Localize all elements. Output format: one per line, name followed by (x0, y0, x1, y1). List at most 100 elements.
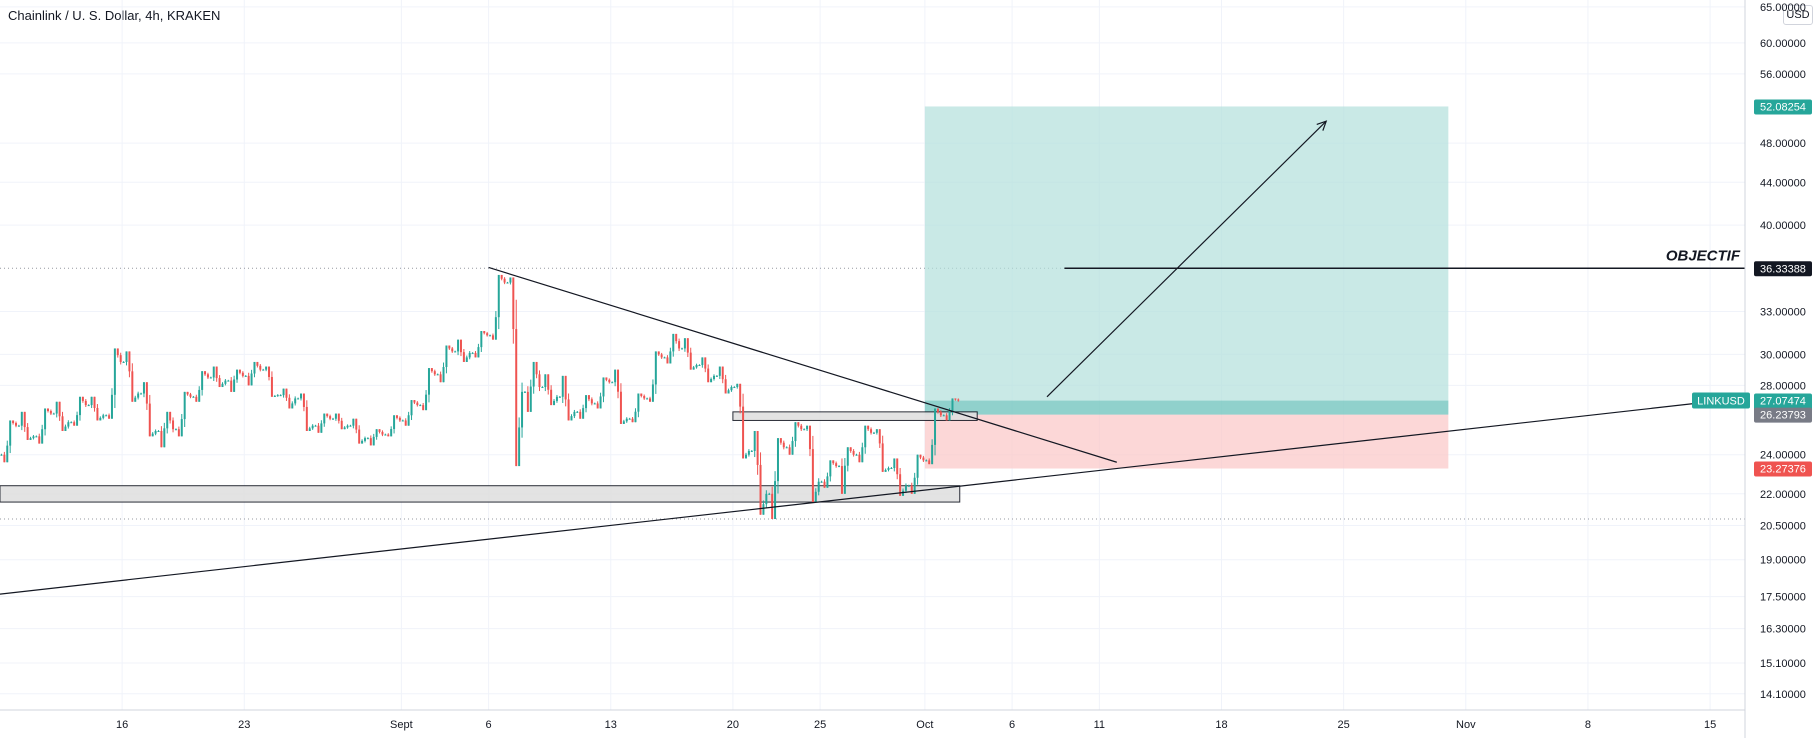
x-tick-label: Sept (390, 719, 413, 731)
resistance-zone (732, 411, 978, 421)
y-tick-label: 60.00000 (1760, 38, 1806, 50)
candle-body (576, 411, 579, 413)
candle-body (957, 399, 960, 401)
candle-body (462, 352, 465, 362)
candle-body (954, 398, 957, 400)
candle-body (494, 317, 497, 340)
candle-body (864, 425, 867, 448)
candle-body (230, 380, 233, 392)
candle-body (521, 391, 524, 428)
candle-body (442, 367, 445, 383)
candle-body (852, 450, 855, 455)
candle-body (887, 468, 890, 470)
candle-body (913, 477, 916, 494)
arrow-line (1046, 120, 1327, 398)
candle-body (808, 425, 811, 450)
candle-body (454, 351, 457, 353)
candle-body (800, 425, 803, 430)
candle-body (113, 348, 116, 395)
candle-body (436, 374, 439, 376)
candle-body (721, 366, 724, 380)
candle-body (157, 430, 160, 432)
candle-body (602, 377, 605, 397)
candle-body (247, 375, 250, 386)
candle-body (227, 380, 230, 382)
candle-body (279, 395, 282, 397)
candle-body (468, 352, 471, 358)
arrow-head (1316, 120, 1328, 131)
candle-body (183, 391, 186, 420)
support-zone (0, 485, 961, 503)
candle-body (814, 491, 817, 503)
candle-body (939, 411, 942, 416)
candle-body (195, 396, 198, 402)
candle-body (78, 396, 81, 416)
price-badge-label: 23.27376 (1760, 464, 1806, 476)
candle-body (416, 402, 419, 406)
candle-body (651, 384, 654, 402)
candle-body (169, 411, 172, 421)
y-tick-label: 28.00000 (1760, 380, 1806, 392)
current-pnl-zone (924, 400, 1449, 415)
candle-body (163, 428, 166, 448)
candle-body (20, 411, 23, 426)
candle-body (486, 333, 489, 336)
candle-body (224, 380, 227, 384)
candle-body (675, 333, 678, 342)
candle-body (419, 405, 422, 407)
candle-body (363, 438, 366, 441)
price-badge-entry (1754, 407, 1812, 423)
candle-body (934, 408, 937, 445)
candle-body (276, 395, 279, 397)
candle-body (26, 427, 29, 440)
candle-body (268, 366, 271, 377)
candle-body (948, 411, 951, 421)
candle-body (174, 429, 177, 431)
candle-body (477, 347, 480, 358)
candle-body (774, 481, 777, 520)
candle-body (803, 429, 806, 431)
candle-body (945, 415, 948, 421)
y-tick-label: 20.50000 (1760, 521, 1806, 533)
candle-body (81, 396, 84, 401)
candle-body (704, 357, 707, 369)
candle-body (579, 411, 582, 419)
chart-title: Chainlink / U. S. Dollar, 4h, KRAKEN (8, 8, 221, 23)
candle-body (756, 430, 759, 465)
candle-body (38, 436, 41, 444)
candle-body (372, 436, 375, 446)
x-tick-label: Oct (916, 719, 933, 731)
candle-body (355, 418, 358, 430)
x-tick-label: 15 (1704, 719, 1716, 731)
candle-body (608, 379, 611, 383)
candle-body (567, 399, 570, 421)
candle-body (826, 476, 829, 488)
candle-body (931, 444, 934, 465)
candle-body (535, 361, 538, 375)
candle-body (96, 407, 99, 421)
candle-body (29, 438, 32, 440)
candle-body (401, 420, 404, 422)
candle-body (329, 416, 332, 419)
candle-body (599, 396, 602, 409)
candle-body (256, 361, 259, 366)
candle-body (646, 398, 649, 400)
candle-body (625, 418, 628, 422)
candle-body (497, 274, 500, 318)
candle-body (52, 413, 55, 415)
currency-button[interactable]: USD (1783, 5, 1813, 25)
candle-body (928, 460, 931, 465)
candle-body (474, 352, 477, 358)
candle-body (614, 369, 617, 383)
candle-body (750, 450, 753, 452)
candle-body (439, 374, 442, 383)
symbol-badge (1692, 392, 1750, 409)
candle-body (395, 415, 398, 418)
candle-body (823, 481, 826, 488)
descending-trendline (488, 266, 1117, 463)
candle-body (509, 277, 512, 283)
candle-body (259, 365, 262, 370)
candle-body (739, 383, 742, 407)
